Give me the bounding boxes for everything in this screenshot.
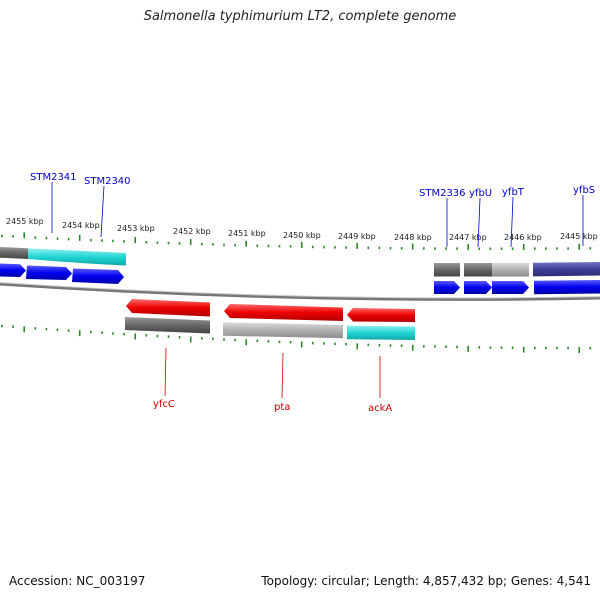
gene-label: pta (274, 402, 290, 413)
gene-arrow[interactable] (347, 308, 415, 322)
lower-feature-row (125, 317, 415, 340)
gene-feature[interactable] (223, 322, 343, 339)
scale-label: 2454 kbp (62, 221, 100, 230)
gene-arrow[interactable] (26, 265, 72, 281)
gene-feature[interactable] (464, 263, 492, 277)
gene-arrow[interactable] (0, 263, 26, 278)
upper-scale-ticks (1, 232, 592, 250)
gene-feature[interactable] (492, 263, 529, 277)
gene-label: STM2341 (30, 172, 77, 183)
scale-label: 2455 kbp (6, 217, 44, 226)
scale-label: 2449 kbp (338, 232, 376, 241)
gene-arrow[interactable] (464, 281, 492, 294)
gene-label: yfbS (573, 185, 595, 196)
scale-label: 2448 kbp (394, 233, 432, 242)
genome-backbone (0, 282, 600, 301)
gene-label: STM2340 (84, 176, 131, 187)
accession-text: Accession: NC_003197 (9, 574, 146, 588)
upper-arrow-row (0, 263, 600, 295)
gene-arrow[interactable] (434, 281, 460, 294)
gene-feature[interactable] (434, 263, 460, 277)
scale-label: 2445 kbp (560, 232, 598, 241)
lower-scale-ticks (1, 324, 592, 353)
gene-arrow[interactable] (492, 281, 529, 294)
gene-feature[interactable] (347, 325, 415, 340)
scale-label: 2447 kbp (449, 233, 487, 242)
scale-label: 2446 kbp (504, 233, 542, 242)
lower-gene-labels: yfcC pta ackA (153, 347, 392, 414)
gene-label: yfbU (469, 188, 492, 199)
gene-label: yfbT (502, 187, 525, 198)
scale-label: 2453 kbp (117, 224, 155, 233)
gene-feature[interactable] (28, 248, 126, 266)
scale-labels: 2455 kbp 2454 kbp 2453 kbp 2452 kbp 2451… (6, 217, 598, 242)
gene-feature[interactable] (125, 317, 210, 334)
scale-label: 2450 kbp (283, 231, 321, 240)
gene-arrow[interactable] (126, 299, 210, 317)
map-title: Salmonella typhimurium LT2, complete gen… (143, 9, 457, 24)
scale-label: 2451 kbp (228, 229, 266, 238)
lower-arrow-row (126, 299, 415, 322)
gene-feature[interactable] (0, 247, 28, 259)
upper-gene-labels: STM2341 STM2340 STM2336 yfbU yfbT yfbS (30, 172, 595, 248)
genome-summary: Topology: circular; Length: 4,857,432 bp… (261, 574, 591, 588)
upper-feature-row (0, 247, 600, 277)
gene-arrow[interactable] (224, 304, 343, 321)
gene-arrow[interactable] (534, 280, 600, 295)
gene-label: STM2336 (419, 188, 466, 199)
gene-feature[interactable] (533, 262, 600, 277)
genome-backbone-highlight (0, 282, 600, 299)
gene-label: yfcC (153, 399, 175, 410)
scale-label: 2452 kbp (173, 227, 211, 236)
gene-arrow[interactable] (72, 268, 124, 285)
gene-label: ackA (368, 403, 392, 414)
